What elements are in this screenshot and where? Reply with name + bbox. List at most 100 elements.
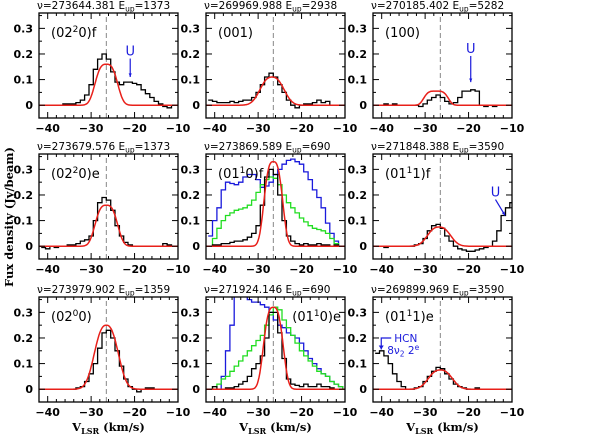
y-tick-label: 0 xyxy=(192,99,200,112)
panel-title: ν=273679.576 Eup=1373 xyxy=(37,141,170,155)
panel: ν=273979.902 Eup=1359 −40 −30 −20 −10 0 0.1 0.2… xyxy=(14,284,191,434)
x-tick-label: −20 xyxy=(122,263,147,276)
y-tick-label: 0 xyxy=(192,383,200,396)
model-fit-curve xyxy=(206,306,345,390)
y-tick-label: 0.2 xyxy=(14,189,34,202)
model-fit-curve xyxy=(373,369,512,390)
x-tick-label: −20 xyxy=(456,122,481,135)
y-tick-label: 0.2 xyxy=(348,48,368,61)
green-spectrum xyxy=(208,306,345,390)
plot-area xyxy=(39,17,178,118)
y-tick-label: 0.2 xyxy=(181,48,201,61)
x-axis-label: VLSR (km/s) xyxy=(405,420,479,434)
x-tick-label: −40 xyxy=(35,122,60,135)
panel-vibrational-label: (0110)e xyxy=(292,309,341,325)
arrowhead-icon xyxy=(469,78,473,83)
panel-vibrational-label: (0220)e xyxy=(51,166,100,182)
x-tick-label: −30 xyxy=(413,406,438,419)
y-tick-label: 0.3 xyxy=(14,163,34,176)
y-tick-label: 0.1 xyxy=(181,215,201,228)
panel: ν=273679.576 Eup=1373 −40 −30 −20 −10 0 0.1 0.2… xyxy=(14,141,191,276)
observed-spectrum xyxy=(41,196,178,250)
y-tick-label: 0.2 xyxy=(181,189,201,202)
x-tick-label: −20 xyxy=(289,263,314,276)
y-tick-label: 0.1 xyxy=(14,215,34,228)
panel: ν=271924.146 Eup=690 −40 −30 −20 −10 0 0.1 0.2 0… xyxy=(181,284,358,434)
y-tick-label: 0.1 xyxy=(14,358,34,371)
observed-spectrum xyxy=(41,53,178,109)
y-tick-label: 0 xyxy=(25,383,33,396)
x-tick-label: −40 xyxy=(369,263,394,276)
y-tick-label: 0.2 xyxy=(14,48,34,61)
panel-title: ν=271848.388 Eup=3590 xyxy=(371,141,504,155)
model-fit-curve xyxy=(373,90,512,106)
arrowhead-icon xyxy=(501,211,506,216)
x-tick-label: −10 xyxy=(333,263,358,276)
observed-spectrum xyxy=(208,168,345,247)
panel: ν=269899.969 Eup=3590 −40 −30 −20 −10 0 0.1 0.2… xyxy=(348,284,525,434)
y-tick-label: 0.3 xyxy=(348,163,368,176)
y-tick-label: 0.3 xyxy=(348,22,368,35)
y-tick-label: 0.3 xyxy=(181,306,201,319)
unidentified-line-label: U xyxy=(491,186,501,201)
panel-title: ν=270185.402 Eup=5282 xyxy=(371,0,504,14)
x-tick-label: −10 xyxy=(500,263,525,276)
panel: ν=273869.589 Eup=690 −40 −30 −20 −10 0 0.1 0.2 0… xyxy=(181,141,358,276)
x-tick-label: −30 xyxy=(246,406,271,419)
y-tick-label: 0.1 xyxy=(14,74,34,87)
plot-area xyxy=(373,301,512,402)
x-tick-label: −20 xyxy=(289,122,314,135)
observed-spectrum xyxy=(375,202,512,252)
model-fit-curve xyxy=(373,226,512,247)
x-tick-label: −40 xyxy=(202,406,227,419)
y-tick-label: 0.3 xyxy=(181,163,201,176)
panel-vibrational-label: (001) xyxy=(218,26,253,41)
observed-spectrum xyxy=(375,89,512,108)
x-tick-label: −30 xyxy=(413,263,438,276)
x-tick-label: −30 xyxy=(79,263,104,276)
y-tick-label: 0.3 xyxy=(14,22,34,35)
x-tick-label: −30 xyxy=(413,122,438,135)
model-fit-curve xyxy=(39,63,178,106)
y-tick-label: 0.2 xyxy=(181,332,201,345)
blue-spectrum xyxy=(208,158,345,247)
y-axis-label: Fux density (Jy/beam) xyxy=(2,147,16,287)
x-tick-label: −20 xyxy=(122,406,147,419)
unidentified-line-label: U xyxy=(125,45,135,60)
panel-vibrational-label: (0111)e xyxy=(385,309,434,325)
plot-area xyxy=(206,17,345,118)
y-tick-label: 0.3 xyxy=(348,306,368,319)
x-tick-label: −40 xyxy=(369,406,394,419)
arrowhead-icon xyxy=(378,345,384,350)
x-tick-label: −10 xyxy=(166,122,191,135)
x-tick-label: −40 xyxy=(35,406,60,419)
x-tick-label: −10 xyxy=(500,122,525,135)
panel-title: ν=271924.146 Eup=690 xyxy=(204,284,330,298)
model-fit-curve xyxy=(206,160,345,247)
panel-title: ν=273869.589 Eup=690 xyxy=(204,141,330,155)
x-tick-label: −30 xyxy=(246,122,271,135)
y-tick-label: 0 xyxy=(25,99,33,112)
x-tick-label: −10 xyxy=(500,406,525,419)
y-tick-label: 0.1 xyxy=(348,215,368,228)
panel-title: ν=269969.988 Eup=2938 xyxy=(204,0,337,14)
x-tick-label: −30 xyxy=(246,263,271,276)
observed-spectrum xyxy=(41,329,178,393)
x-tick-label: −20 xyxy=(122,122,147,135)
y-tick-label: 0.1 xyxy=(181,74,201,87)
observed-spectrum xyxy=(208,72,345,109)
y-tick-label: 0 xyxy=(192,240,200,253)
y-tick-label: 0.1 xyxy=(181,358,201,371)
panel: ν=271848.388 Eup=3590 −40 −30 −20 −10 0 0.1 0.2… xyxy=(348,141,525,276)
x-tick-label: −30 xyxy=(79,122,104,135)
model-fit-curve xyxy=(39,324,178,390)
x-tick-label: −10 xyxy=(166,263,191,276)
panel-title: ν=273644.381 Eup=1373 xyxy=(37,0,170,14)
panel-vibrational-label: (0110)f xyxy=(218,166,264,182)
panel: ν=269969.988 Eup=2938 −40 −30 −20 −10 0 0.1 0.2… xyxy=(181,0,358,135)
hcn-transition-label: 8ν2 2e xyxy=(387,343,419,359)
arrowhead-icon xyxy=(128,73,132,78)
y-tick-label: 0.1 xyxy=(348,74,368,87)
x-axis-label: VLSR (km/s) xyxy=(71,420,145,434)
y-tick-label: 0.2 xyxy=(14,332,34,345)
